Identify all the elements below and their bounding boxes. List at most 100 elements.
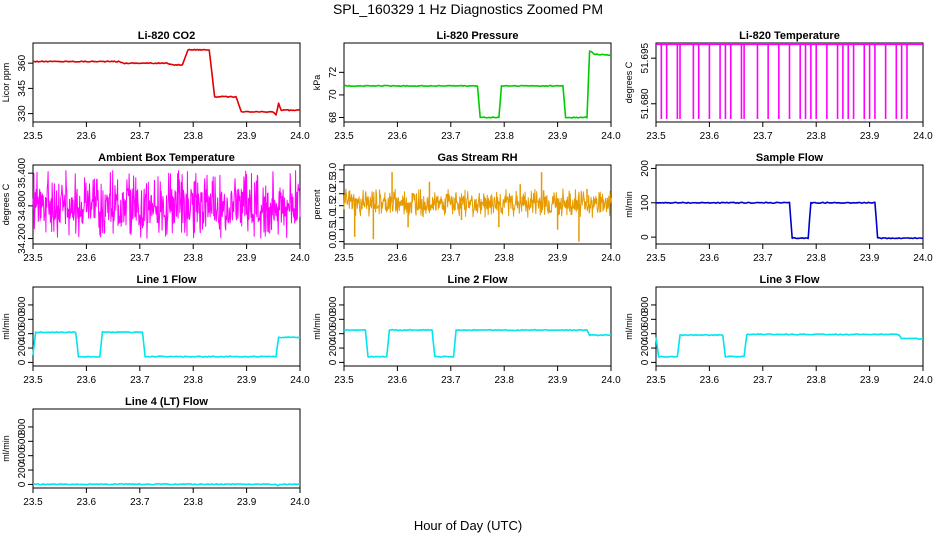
y-tick-label: 0: [17, 481, 28, 487]
x-tick-label: 23.7: [130, 375, 150, 386]
y-tick-label: 200: [640, 339, 651, 356]
x-tick-label: 23.9: [548, 375, 568, 386]
x-tick-label: 23.6: [388, 253, 408, 264]
x-tick-label: 24.0: [913, 253, 933, 264]
x-tick-label: 24.0: [601, 375, 621, 386]
panel-title: Line 3 Flow: [760, 274, 820, 286]
x-tick-label: 23.6: [700, 131, 720, 142]
x-tick-label: 23.7: [441, 253, 461, 264]
y-tick-label: 330: [17, 105, 28, 122]
x-axis-title: Hour of Day (UTC): [413, 518, 523, 533]
panel-2: Li-820 Pressure 23.5 23.6 23.7 23.8 23.9 24.0 6…: [312, 30, 621, 142]
x-tick-label: 23.9: [237, 375, 257, 386]
series-line: [655, 333, 923, 358]
panel-title: Line 1 Flow: [137, 274, 197, 286]
x-tick-label: 23.7: [753, 253, 773, 264]
y-tick-label: 400: [640, 325, 651, 342]
y-tick-label: 800: [640, 296, 651, 313]
y-axis-label: degrees C: [624, 61, 634, 103]
x-tick-label: 23.5: [23, 375, 43, 386]
y-tick-label: 68: [328, 111, 339, 123]
panel-title: Li-820 Pressure: [437, 30, 519, 42]
x-tick-label: 23.5: [23, 497, 43, 508]
y-tick-label: 72: [328, 66, 339, 78]
series-line: [343, 188, 612, 219]
x-tick-label: 23.9: [860, 253, 880, 264]
y-tick-label: 600: [328, 311, 339, 328]
panel-3: Li-820 Temperature 23.5 23.6 23.7 23.8 23.9 24…: [624, 30, 933, 142]
y-tick-label: 0: [17, 359, 28, 365]
x-tick-label: 23.9: [237, 253, 257, 264]
series-line: [32, 48, 301, 116]
y-tick-label: 0: [640, 234, 651, 240]
panel-6: Sample Flow 23.5 23.6 23.7 23.8 23.9 24.0 0 100 2…: [624, 152, 933, 264]
x-tick-label: 24.0: [290, 375, 310, 386]
panel-title: Li-820 CO2: [138, 30, 195, 42]
x-tick-label: 23.8: [183, 497, 203, 508]
x-tick-label: 23.8: [806, 375, 826, 386]
x-tick-label: 23.6: [700, 375, 720, 386]
y-axis-label: ml/min: [1, 313, 11, 340]
y-axis-label: ml/min: [624, 313, 634, 340]
x-tick-label: 23.6: [77, 131, 97, 142]
x-tick-label: 23.5: [334, 375, 354, 386]
y-tick-label: 0: [640, 359, 651, 365]
y-tick-label: 1.0: [328, 210, 339, 224]
y-tick-label: 400: [328, 325, 339, 342]
y-tick-label: 0.0: [328, 234, 339, 248]
x-tick-label: 23.7: [130, 253, 150, 264]
series-line: [32, 483, 301, 487]
series-line: [656, 201, 924, 240]
y-tick-label: 400: [17, 325, 28, 342]
y-tick-label: 2.5: [328, 174, 339, 188]
x-tick-label: 24.0: [913, 131, 933, 142]
series-line: [343, 328, 612, 358]
y-tick-label: 70: [328, 89, 339, 101]
figure-title: SPL_160329 1 Hz Diagnostics Zoomed PM: [332, 1, 604, 17]
x-tick-label: 24.0: [601, 131, 621, 142]
x-tick-label: 23.8: [494, 375, 514, 386]
series-line: [32, 170, 301, 239]
x-tick-label: 23.6: [77, 253, 97, 264]
x-tick-label: 23.6: [388, 375, 408, 386]
y-tick-label: 800: [328, 296, 339, 313]
panel-title: Sample Flow: [756, 152, 824, 164]
y-tick-label: 51.680: [640, 88, 651, 119]
panel-title: Line 4 (LT) Flow: [125, 396, 208, 408]
panel-title: Ambient Box Temperature: [98, 152, 235, 164]
panel-title: Line 2 Flow: [448, 274, 508, 286]
x-tick-label: 23.5: [334, 253, 354, 264]
y-axis-label: kPa: [312, 75, 322, 91]
y-axis-label: ml/min: [312, 313, 322, 340]
panel-10: Line 4 (LT) Flow 23.5 23.6 23.7 23.8 23.9 24.0…: [1, 396, 310, 508]
x-tick-label: 24.0: [290, 253, 310, 264]
x-tick-label: 23.9: [860, 131, 880, 142]
x-tick-label: 23.7: [130, 497, 150, 508]
x-tick-label: 23.9: [860, 375, 880, 386]
y-axis-label: ml/min: [624, 191, 634, 218]
x-tick-label: 23.5: [646, 253, 666, 264]
y-tick-label: 100: [640, 194, 651, 211]
y-tick-label: 35.400: [17, 157, 28, 188]
y-tick-label: 2.0: [328, 186, 339, 200]
y-tick-label: 800: [17, 418, 28, 435]
x-tick-label: 24.0: [913, 375, 933, 386]
x-tick-label: 23.7: [753, 131, 773, 142]
x-tick-label: 24.0: [290, 131, 310, 142]
y-tick-label: 400: [17, 447, 28, 464]
series-line: [343, 50, 612, 119]
y-tick-label: 1.5: [328, 198, 339, 212]
x-tick-label: 23.7: [441, 131, 461, 142]
y-axis-label: ml/min: [1, 435, 11, 462]
x-tick-label: 23.5: [23, 253, 43, 264]
y-tick-label: 600: [17, 311, 28, 328]
x-tick-label: 23.8: [494, 131, 514, 142]
y-axis-label: percent: [312, 189, 322, 220]
x-tick-label: 23.5: [646, 375, 666, 386]
plot-frame: [343, 42, 612, 123]
x-tick-label: 23.6: [77, 375, 97, 386]
x-tick-label: 23.5: [646, 131, 666, 142]
plot-frame: [655, 164, 924, 245]
x-tick-label: 23.7: [130, 131, 150, 142]
plot-frame: [32, 408, 301, 489]
